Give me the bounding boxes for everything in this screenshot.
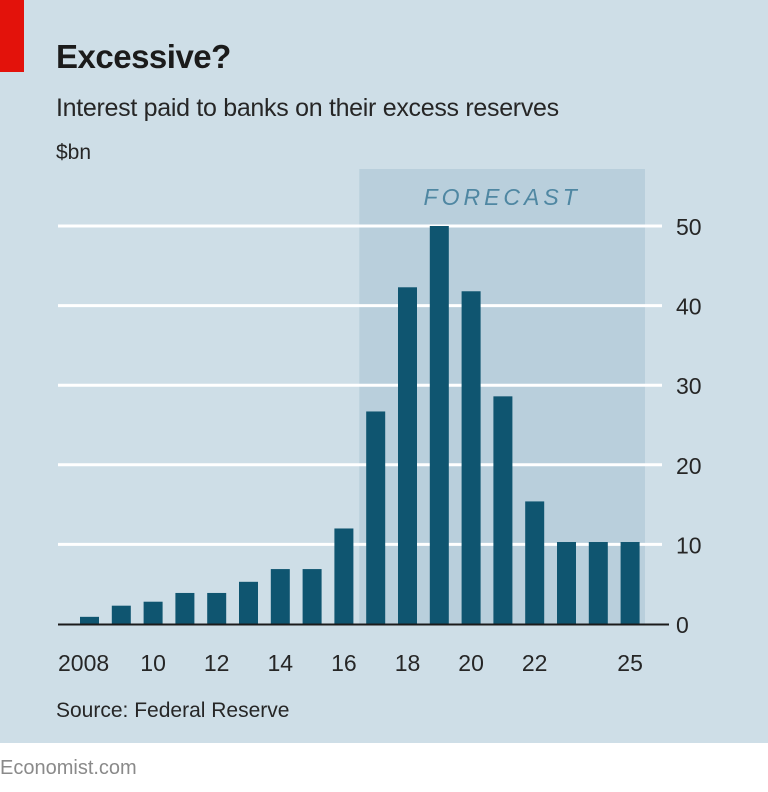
chart-title: Excessive? bbox=[56, 38, 231, 75]
bar-2016 bbox=[334, 528, 354, 624]
y-tick-label: 40 bbox=[676, 294, 702, 320]
x-tick-label: 12 bbox=[204, 650, 230, 676]
footer-credit: Economist.com bbox=[0, 757, 137, 779]
y-tick-label: 10 bbox=[676, 532, 702, 558]
bar-2015 bbox=[302, 569, 322, 624]
x-tick-label: 10 bbox=[140, 650, 166, 676]
x-tick-label: 18 bbox=[395, 650, 421, 676]
bar-2010 bbox=[143, 601, 163, 624]
bar-2011 bbox=[175, 592, 195, 624]
forecast-label: FORECAST bbox=[424, 184, 581, 210]
x-tick-label: 20 bbox=[458, 650, 484, 676]
chart-subtitle: Interest paid to banks on their excess r… bbox=[56, 94, 559, 122]
bar-2024 bbox=[588, 542, 608, 624]
bar-2025 bbox=[620, 542, 640, 624]
bar-2022 bbox=[525, 501, 545, 624]
unit-label: $bn bbox=[56, 141, 92, 164]
y-tick-label: 30 bbox=[676, 373, 702, 399]
bar-2021 bbox=[493, 396, 513, 624]
bar-2018 bbox=[398, 287, 417, 624]
source-note: Source: Federal Reserve bbox=[56, 699, 290, 722]
x-tick-label: 25 bbox=[617, 650, 643, 676]
bar-2017 bbox=[366, 411, 386, 624]
bar-2013 bbox=[239, 581, 258, 624]
bar-2014 bbox=[270, 569, 290, 624]
y-tick-label: 20 bbox=[676, 453, 702, 479]
x-tick-label: 14 bbox=[268, 650, 294, 676]
bar-2008 bbox=[80, 616, 99, 624]
bar-2019 bbox=[429, 226, 449, 624]
x-tick-label: 22 bbox=[522, 650, 548, 676]
y-tick-label: 50 bbox=[676, 214, 702, 240]
y-tick-label: 0 bbox=[676, 612, 689, 638]
bar-2023 bbox=[557, 542, 576, 624]
brand-red-tag bbox=[0, 0, 24, 72]
bar-2009 bbox=[111, 605, 131, 624]
bar-2012 bbox=[207, 592, 227, 624]
bar-2020 bbox=[461, 291, 481, 624]
x-tick-label: 16 bbox=[331, 650, 357, 676]
x-tick-label: 2008 bbox=[58, 650, 109, 676]
